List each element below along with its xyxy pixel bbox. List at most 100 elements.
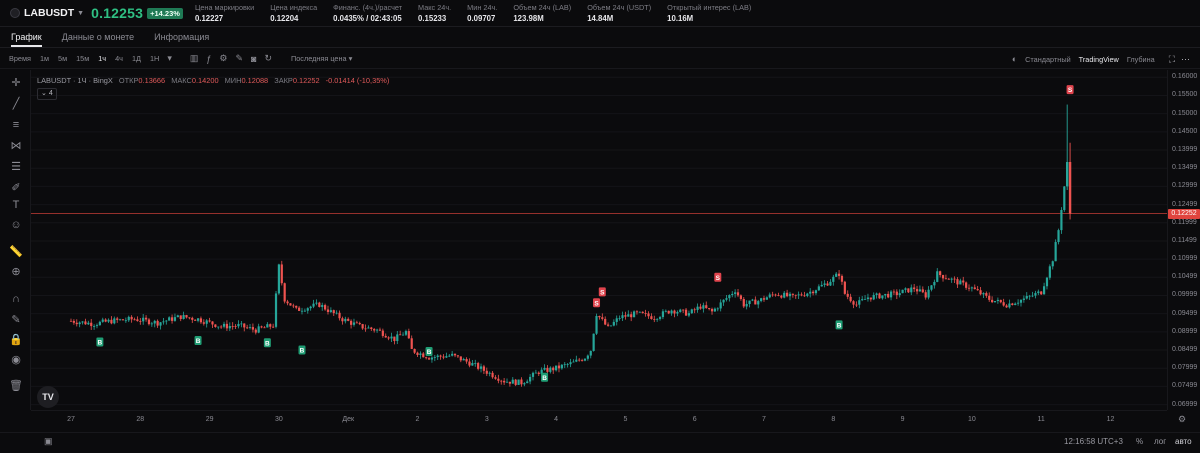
candle-body [800,294,803,296]
zoom-in-icon[interactable]: ⊕ [11,266,21,278]
tab-info[interactable]: Информация [154,32,210,42]
price-tick: 0.15500 [1172,91,1198,99]
chevron-down-icon[interactable]: ▼ [77,9,85,17]
candle-body [540,369,543,374]
candle-body [555,365,558,371]
marker-label: B [300,348,305,355]
view-tradingview[interactable]: TradingView [1078,54,1119,64]
candle-body [231,326,234,327]
symbol-name[interactable]: LABUSDT [24,7,75,19]
symbol-selector[interactable]: LABUSDT ▼ [10,7,84,19]
reset-icon[interactable]: ↻ [264,53,272,63]
candle-body [176,315,179,318]
indicators-toggle[interactable]: ⌄ 4 [37,88,57,100]
stat-value: 0.09707 [467,13,496,23]
candle-body [999,299,1002,303]
candle-body [312,303,315,307]
candle-body [835,273,838,277]
drawing-sync-icon[interactable]: ◐ [1011,54,1018,64]
interval-time[interactable]: Время [9,54,31,63]
buy-marker[interactable] [96,337,104,347]
tab-chart[interactable]: График [11,28,42,47]
interval-4h[interactable]: 4ч [115,54,123,63]
log-scale-toggle[interactable]: лог [1154,437,1167,446]
buy-marker[interactable] [541,372,549,382]
sell-marker[interactable] [714,272,722,282]
fib-icon[interactable]: ☰ [11,161,21,173]
horizontal-lines-icon[interactable]: ≡ [12,119,20,131]
buy-marker[interactable] [263,338,271,348]
interval-5m[interactable]: 5м [58,54,68,63]
visibility-icon[interactable]: ◉ [11,354,21,366]
candle-body [751,299,754,301]
time-axis[interactable]: 27 28 29 30 Дек 2 3 4 5 6 7 8 9 10 11 12 [31,410,1167,432]
candle-body [959,280,962,285]
sell-marker[interactable] [598,287,606,297]
trash-icon[interactable]: 🗑 [9,380,23,392]
candle-body [806,293,809,296]
crosshair-icon[interactable]: ✛ [11,77,21,89]
candle-body [543,367,546,370]
price-axis[interactable]: 0.16000 0.15500 0.15000 0.14500 0.13999 0.134… [1167,70,1200,410]
buy-marker[interactable] [425,346,433,356]
settings-icon[interactable]: ⚙ [219,53,228,63]
candle-body [939,271,942,276]
candle-body [936,271,939,282]
text-tool-icon[interactable]: T [12,199,20,211]
view-standard[interactable]: Стандартный [1025,54,1071,64]
tab-coin-data[interactable]: Данные о монете [61,32,135,42]
price-source-select[interactable]: Последняя цена ▾ [291,54,353,63]
indicators-icon[interactable]: ƒ [206,53,212,64]
candle-body [338,312,341,319]
stat-value: 0.12227 [194,13,224,23]
interval-1h[interactable]: 1ч [98,54,107,63]
candle-body [361,324,364,329]
trendline-icon[interactable]: ╱ [12,98,20,110]
legend-open: 0.13666 [138,76,166,85]
buy-marker[interactable] [835,320,843,330]
more-intervals-chevron-icon[interactable]: ▾ [167,53,172,63]
fullscreen-icon[interactable]: ⛶ [1168,53,1175,64]
candle-body [456,355,460,357]
ruler-icon[interactable]: 📏 [9,246,23,258]
candle-body [517,379,520,385]
candle-body [606,324,610,326]
candle-body [1019,299,1023,303]
axis-settings-icon[interactable]: ⚙ [1178,414,1187,424]
buy-marker[interactable] [194,336,202,346]
magnet-icon[interactable]: ∩ [12,293,20,305]
candle-body [1028,295,1031,297]
chart-type-icon[interactable]: ▥ [189,53,199,63]
stay-drawing-icon[interactable]: ✎ [11,314,21,326]
auto-scale-toggle[interactable]: авто [1175,437,1192,446]
camera-icon[interactable]: ◙ [251,53,257,64]
candle-body [569,362,572,365]
candle-body [199,318,203,323]
view-depth[interactable]: Глубина [1126,54,1155,64]
candle-body [508,381,511,384]
candle-body [453,353,457,356]
interval-1w[interactable]: 1Н [150,54,160,63]
brush-icon[interactable]: ✐ [11,182,21,194]
buy-marker[interactable] [298,345,306,355]
sell-marker[interactable] [1066,85,1074,95]
date-range-icon[interactable]: ▣ [44,436,53,446]
emoji-icon[interactable]: ☺ [10,219,22,231]
candle-body [621,315,624,319]
percent-scale-toggle[interactable]: % [1136,437,1144,446]
templates-icon[interactable]: ✎ [235,53,244,63]
candle-body [748,300,751,304]
more-options-icon[interactable]: ⋯ [1181,53,1190,64]
clock[interactable]: 12:16:58 UTC+3 [1064,437,1123,446]
sell-marker[interactable] [593,298,601,308]
marker-label: B [98,340,103,347]
pattern-icon[interactable]: ⋈ [10,140,22,152]
lock-icon[interactable]: 🔒 [9,334,23,346]
interval-1m[interactable]: 1м [39,54,50,63]
interval-15m[interactable]: 15м [76,54,90,63]
candle-body [364,328,367,330]
interval-1d[interactable]: 1Д [132,54,141,63]
tradingview-logo[interactable]: TV [37,386,59,408]
